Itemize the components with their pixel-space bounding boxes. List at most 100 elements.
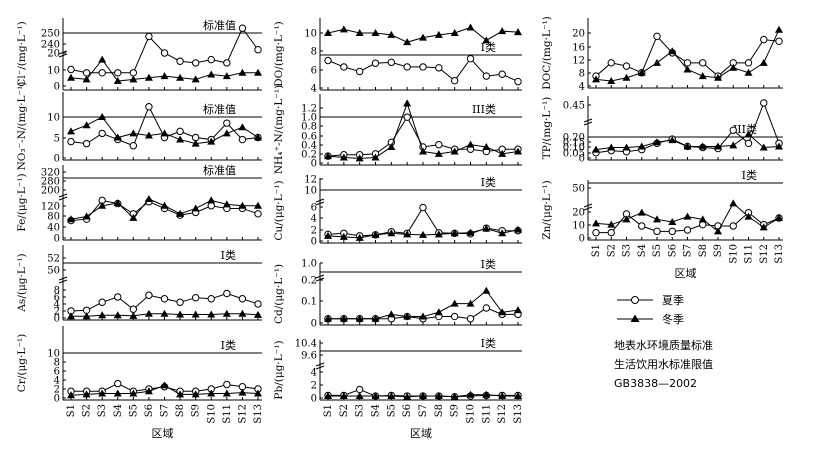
summer-point	[223, 380, 231, 389]
winter-point	[324, 314, 332, 322]
winter-point	[144, 131, 153, 139]
x-tick-label: S12	[237, 404, 248, 424]
x-tick-label: S8	[698, 244, 709, 257]
winter-point	[113, 77, 122, 85]
y-tick-label: 0.20	[563, 133, 585, 144]
y-tick-label: 320	[41, 168, 60, 179]
winter-point	[607, 220, 616, 228]
winter-point	[339, 232, 348, 240]
summer-point	[699, 59, 707, 67]
winter-point	[622, 143, 631, 151]
winter-point	[238, 309, 247, 317]
standard-label: 标准值	[203, 102, 236, 116]
y-tick-label: 250	[41, 29, 60, 40]
y-tick-label: 2	[311, 226, 317, 237]
winter-point	[324, 29, 332, 36]
summer-point	[114, 379, 122, 388]
x-tick-label: S2	[606, 244, 617, 257]
y-tick-label: 0.2	[301, 150, 317, 161]
winter-point	[67, 73, 75, 81]
notes: 地表水环境质量标准 生活饮用水标准限值 GB3838—2002	[614, 336, 713, 393]
summer-point	[191, 59, 200, 67]
winter-point	[98, 389, 107, 397]
summer-point	[419, 203, 427, 212]
winter-point	[744, 68, 753, 76]
y-tick-label: 0.45	[563, 101, 585, 112]
y-tick-label: 9.6	[301, 351, 317, 362]
summer-point	[114, 69, 122, 77]
y-tick-label: 0.8	[301, 122, 317, 133]
winter-point	[434, 230, 443, 238]
y-tick-label: 80	[47, 212, 60, 223]
summer-point	[622, 62, 631, 70]
winter-point	[403, 38, 412, 46]
winter-point	[160, 309, 169, 317]
y-tick-label: 0.2	[301, 276, 317, 287]
winter-point	[403, 99, 412, 107]
winter-point	[498, 229, 507, 237]
standard-label: I类	[742, 168, 757, 182]
winter-point	[434, 392, 443, 400]
panel-do: I类 4 6 8 10 DO/(mg·L⁻¹)	[273, 18, 522, 95]
x-tick-label: S13	[774, 244, 785, 264]
summer-point	[238, 295, 247, 303]
winter-point	[144, 195, 153, 203]
legend-winter-label: 冬季	[662, 313, 684, 326]
winter-point	[419, 230, 427, 238]
summer-point	[129, 305, 138, 313]
panel-doc: 4 8 12 16 20 DOC/(mg·L⁻¹)	[541, 16, 783, 93]
winter-point	[82, 75, 91, 83]
winter-point	[698, 72, 707, 80]
x-tick-label: S6	[667, 244, 678, 257]
summer-point	[129, 69, 138, 77]
y-tick-label: 2	[311, 381, 317, 392]
standard-label: I类	[481, 336, 496, 350]
x-tick-label: S11	[481, 404, 492, 424]
y-tick-label: 1.0	[301, 113, 317, 124]
winter-point	[466, 140, 475, 148]
winter-point	[729, 63, 738, 71]
winter-point	[450, 229, 459, 237]
winter-point	[222, 389, 231, 397]
x-tick-label: S2	[339, 404, 350, 417]
summer-point	[683, 226, 692, 234]
x-tick-label: S10	[206, 404, 217, 424]
winter-point	[775, 25, 783, 33]
winter-point	[355, 233, 364, 241]
winter-point	[144, 309, 153, 317]
winter-point	[82, 121, 91, 129]
y-tick-label: 2	[54, 385, 60, 396]
y-tick-label: 4	[311, 84, 317, 95]
y-axis-label: Cl⁻/(mg·L⁻¹)	[16, 21, 28, 86]
x-tick-label: S1	[66, 404, 77, 417]
standard-label: 标准值	[203, 163, 236, 177]
winter-point	[222, 72, 231, 80]
y-tick-label: 0	[54, 234, 60, 245]
winter-point	[498, 392, 507, 400]
winter-point	[371, 392, 380, 400]
panel-nh4: III类 00.20.40.60.81.01.2 NH₄⁺-N/(mg·L⁻¹)	[273, 85, 522, 174]
x-tick-label: S13	[253, 404, 264, 424]
x-tick-label: S5	[128, 404, 139, 417]
winter-point	[355, 314, 364, 322]
axis-break	[58, 193, 68, 201]
summer-point	[403, 113, 411, 121]
summer-point	[683, 59, 692, 67]
x-tick-label: S4	[113, 404, 124, 417]
winter-point	[207, 310, 216, 318]
winter-point	[775, 214, 783, 221]
winter-point	[592, 75, 600, 83]
summer-point	[324, 56, 332, 65]
standard-label: I类	[481, 257, 496, 271]
winter-point	[482, 36, 491, 44]
winter-point	[191, 204, 200, 212]
winter-point	[254, 389, 262, 397]
note-line-1: 地表水环境质量标准	[614, 339, 713, 352]
x-axis-title: 区域	[410, 427, 432, 440]
legend-summer-label: 夏季	[662, 294, 684, 307]
winter-point	[698, 215, 707, 223]
winter-point	[207, 70, 216, 78]
x-tick-label: S13	[513, 404, 524, 424]
winter-point	[160, 381, 169, 389]
winter-point	[419, 33, 427, 41]
